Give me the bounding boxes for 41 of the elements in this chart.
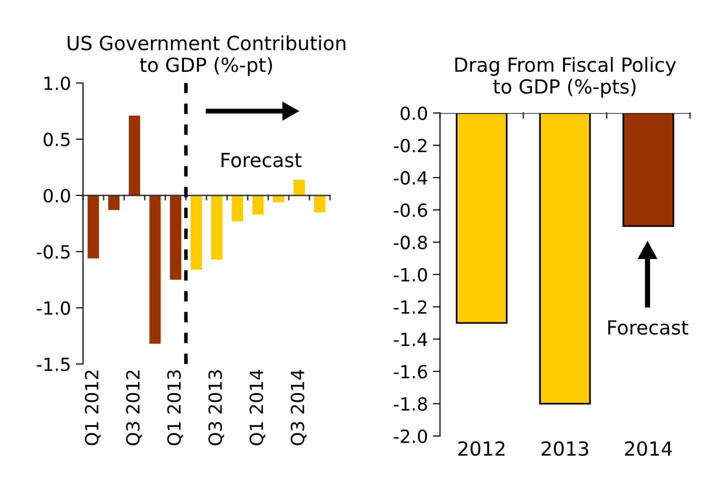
bar (149, 195, 161, 344)
y-tick-label: -0.8 (394, 236, 427, 250)
bar (293, 180, 305, 196)
x-tick-label: Q3 2012 (126, 370, 142, 446)
y-tick-label: -1.0 (36, 301, 70, 315)
y-tick-label: 0.5 (44, 132, 70, 146)
chart-title: Drag From Fiscal Policy to GDP (%-pts) (455, 57, 676, 98)
bar (232, 195, 244, 222)
bar (190, 195, 202, 270)
y-tick-label: -1.4 (394, 332, 428, 346)
annotation: Forecast (222, 152, 302, 168)
y-tick-label: -1.2 (394, 300, 426, 314)
x-tick-label: 2014 (625, 441, 672, 456)
bar (108, 195, 120, 210)
y-tick-label: 0.0 (44, 188, 70, 203)
x-tick-label: Q1 2012 (84, 370, 101, 446)
y-tick-label: 0.0 (400, 106, 427, 120)
x-tick-label: Q3 2014 (290, 370, 306, 446)
chart-title: US Government Contribution to GDP (%-pt) (68, 35, 346, 76)
y-tick-label: -0.5 (36, 245, 70, 259)
y-tick-label: -1.6 (394, 364, 428, 379)
x-tick-label: 2012 (458, 441, 504, 456)
x-tick-label: Q3 2013 (208, 370, 224, 446)
x-tick-label: Q1 2013 (167, 370, 183, 446)
y-tick-label: 1.0 (44, 76, 70, 90)
x-tick-label: 2013 (542, 441, 588, 456)
y-tick-label: -1.0 (394, 268, 427, 282)
y-tick-label: -0.2 (394, 138, 426, 152)
bar (128, 116, 140, 196)
y-tick-label: -1.8 (394, 397, 427, 411)
y-tick-label: -0.6 (394, 203, 428, 218)
annotation: Forecast (608, 320, 688, 335)
bar (88, 195, 99, 258)
y-tick-label: -2.0 (394, 429, 427, 444)
bar (211, 195, 222, 260)
bar (252, 195, 264, 215)
y-tick-label: -0.4 (394, 171, 428, 185)
x-tick-label: Q1 2014 (250, 370, 266, 446)
y-tick-label: -1.5 (36, 358, 70, 372)
bar (170, 195, 182, 280)
bar (314, 195, 326, 212)
